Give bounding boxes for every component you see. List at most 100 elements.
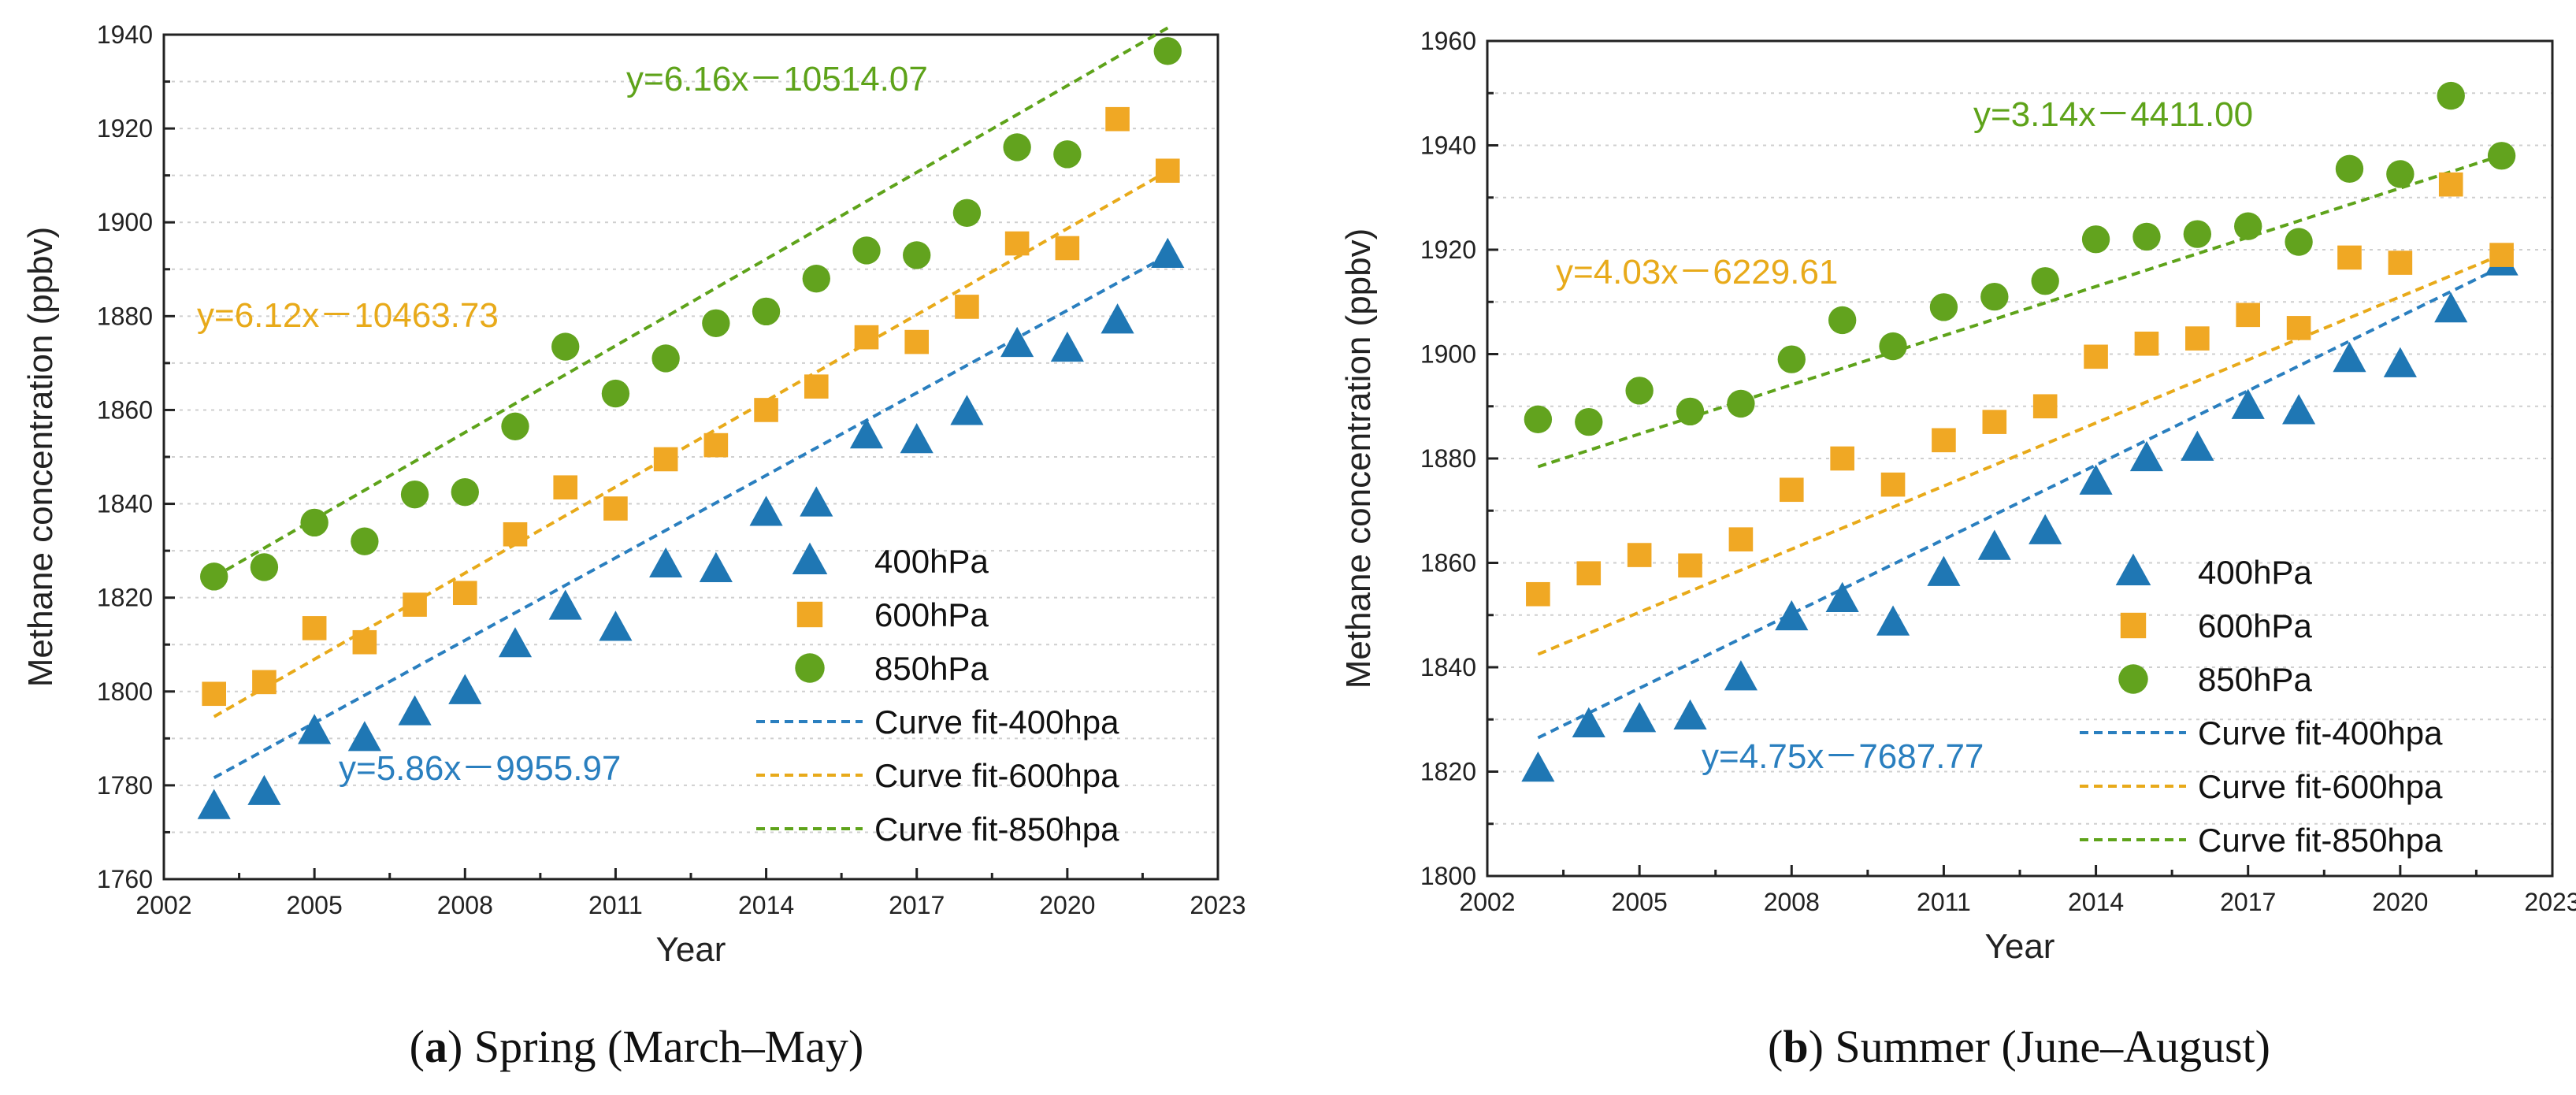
legend-label: Curve fit-400hpa xyxy=(2198,715,2443,752)
data-point-600hPa xyxy=(2388,251,2413,275)
data-point-600hPa xyxy=(754,398,778,422)
data-point-400hPa xyxy=(2181,430,2214,461)
x-tick-label: 2023 xyxy=(1190,891,1245,919)
data-point-600hPa xyxy=(1155,158,1180,184)
y-tick-label: 1900 xyxy=(97,208,153,236)
legend-marker-600hPa xyxy=(796,601,823,628)
data-point-400hPa xyxy=(1101,303,1134,334)
x-tick-label: 2011 xyxy=(588,891,643,919)
data-point-600hPa xyxy=(2438,172,2463,197)
legend-marker-400hPa xyxy=(2115,553,2151,586)
y-tick-label: 1800 xyxy=(1420,862,1476,890)
data-point-400hPa xyxy=(950,395,984,425)
x-tick-label: 2017 xyxy=(2220,888,2276,916)
data-point-850hPa xyxy=(1879,332,1907,361)
data-point-600hPa xyxy=(1728,527,1754,551)
data-point-850hPa xyxy=(300,508,328,537)
data-point-600hPa xyxy=(1830,446,1854,471)
data-point-850hPa xyxy=(752,297,781,326)
fit-equation-400: y=4.75x－7687.77 xyxy=(1702,737,1984,776)
data-point-850hPa xyxy=(2487,142,2516,170)
data-point-850hPa xyxy=(1828,306,1857,335)
data-point-400hPa xyxy=(800,486,833,517)
data-point-600hPa xyxy=(202,681,227,707)
data-point-850hPa xyxy=(1575,407,1603,436)
fit-equation-850: y=3.14x－4411.00 xyxy=(1973,95,2253,134)
chart-summer: 1800 1820 1840 1860 1880 1900 1920 1940 1960 2002… xyxy=(1339,27,2576,1072)
data-point-600hPa xyxy=(2084,344,2108,369)
data-point-600hPa xyxy=(1982,410,2007,434)
data-point-600hPa xyxy=(2134,331,2159,356)
legend-label: Curve fit-600hpa xyxy=(2198,768,2443,805)
y-tick-label: 1920 xyxy=(97,114,153,143)
data-point-400hPa xyxy=(849,418,884,449)
panel-caption: (b) Summer (June–August) xyxy=(1768,1021,2270,1072)
data-point-850hPa xyxy=(200,562,228,591)
data-point-850hPa xyxy=(2031,267,2059,295)
data-point-400hPa xyxy=(1151,237,1185,268)
data-point-850hPa xyxy=(702,309,730,337)
y-tick-label: 1820 xyxy=(1420,758,1476,786)
data-point-850hPa xyxy=(601,379,630,408)
data-point-850hPa xyxy=(1929,293,1958,321)
x-axis-label: Year xyxy=(656,930,726,969)
x-tick-label: 2005 xyxy=(1612,888,1668,916)
data-point-850hPa xyxy=(1053,140,1082,169)
y-tick-label: 1760 xyxy=(97,865,153,893)
data-point-400hPa xyxy=(900,423,934,454)
data-point-850hPa xyxy=(802,265,830,293)
fit-equation-600: y=6.12x－10463.73 xyxy=(197,296,499,335)
data-point-850hPa xyxy=(2234,212,2262,240)
fit-equation-600: y=4.03x－6229.61 xyxy=(1556,253,1838,291)
legend-label: 600hPa xyxy=(2198,607,2312,644)
x-tick-label: 2020 xyxy=(2372,888,2428,916)
data-point-850hPa xyxy=(852,236,881,265)
data-point-600hPa xyxy=(553,475,578,500)
data-point-600hPa xyxy=(904,329,930,354)
data-point-400hPa xyxy=(1572,707,1605,737)
data-point-600hPa xyxy=(1880,472,1906,497)
data-point-400hPa xyxy=(298,714,332,744)
legend-label: 400hPa xyxy=(2198,554,2312,591)
legend-label: 850hPa xyxy=(874,650,989,687)
data-point-400hPa xyxy=(197,789,231,819)
data-point-850hPa xyxy=(551,332,580,361)
data-point-600hPa xyxy=(1627,543,1652,567)
data-point-850hPa xyxy=(451,477,479,507)
data-point-600hPa xyxy=(452,581,477,606)
data-point-600hPa xyxy=(403,592,427,617)
data-point-600hPa xyxy=(352,629,377,655)
y-tick-label: 1960 xyxy=(1420,27,1476,55)
data-point-850hPa xyxy=(2081,225,2110,254)
fit-line-400 xyxy=(213,254,1169,780)
data-point-600hPa xyxy=(1779,477,1804,503)
data-point-400hPa xyxy=(2029,514,2062,544)
legend-label: 850hPa xyxy=(2198,661,2312,698)
data-point-600hPa xyxy=(2489,243,2514,267)
chart-spring: 1760 1780 1800 1820 1840 1860 1880 1900 1920 1940… xyxy=(21,20,1246,1072)
y-tick-label: 1800 xyxy=(97,677,153,706)
x-tick-label: 2017 xyxy=(889,891,945,919)
data-point-600hPa xyxy=(1105,106,1130,132)
x-tick-label: 2014 xyxy=(738,891,794,919)
data-point-400hPa xyxy=(2231,388,2265,419)
data-point-850hPa xyxy=(1625,377,1654,405)
data-point-600hPa xyxy=(1526,581,1550,607)
data-point-850hPa xyxy=(351,527,379,555)
data-point-400hPa xyxy=(649,547,683,578)
data-point-850hPa xyxy=(2335,154,2364,183)
data-point-600hPa xyxy=(503,522,528,547)
y-tick-label: 1860 xyxy=(97,395,153,424)
legend-label: Curve fit-850hpa xyxy=(874,811,1119,848)
y-tick-label: 1880 xyxy=(97,302,153,330)
fit-line-850 xyxy=(1537,154,2503,469)
data-point-600hPa xyxy=(2032,394,2058,419)
y-tick-label: 1840 xyxy=(97,490,153,518)
data-point-850hPa xyxy=(2183,220,2212,248)
x-tick-label: 2005 xyxy=(287,891,343,919)
data-point-400hPa xyxy=(2079,464,2113,495)
fit-equation-400: y=5.86x－9955.97 xyxy=(339,749,621,788)
data-point-400hPa xyxy=(2129,440,2164,472)
data-point-850hPa xyxy=(903,241,931,269)
y-tick-label: 1940 xyxy=(97,20,153,49)
